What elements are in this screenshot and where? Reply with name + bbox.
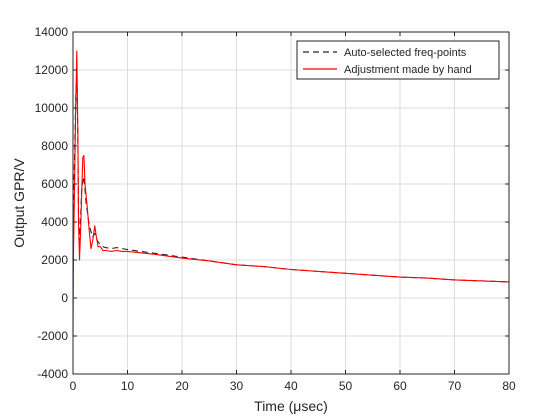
y-tick-label: -2000 bbox=[37, 329, 68, 343]
x-tick-label: 70 bbox=[448, 379, 462, 393]
y-tick-label: 4000 bbox=[41, 215, 68, 229]
legend: Auto-selected freq-points Adjustment made… bbox=[296, 40, 500, 80]
series-line-2 bbox=[72, 50, 510, 337]
x-tick-label: 80 bbox=[502, 379, 516, 393]
x-tick-label: 10 bbox=[121, 379, 135, 393]
x-tick-label: 40 bbox=[284, 379, 298, 393]
y-tick-label: 0 bbox=[61, 291, 68, 305]
x-tick-label: 30 bbox=[230, 379, 244, 393]
y-tick-label: 2000 bbox=[41, 253, 68, 267]
y-tick-label: 14000 bbox=[35, 25, 69, 39]
x-tick-label: 50 bbox=[339, 379, 353, 393]
x-tick-label: 0 bbox=[70, 379, 77, 393]
legend-label-1: Auto-selected freq-points bbox=[344, 47, 467, 59]
y-tick-label: -4000 bbox=[37, 367, 68, 381]
ticks: 0 10 20 30 40 50 60 70 80 -4000 -2000 0 2000 4000 6000… bbox=[35, 25, 516, 393]
legend-box bbox=[296, 40, 500, 80]
x-tick-label: 60 bbox=[393, 379, 407, 393]
y-tick-label: 8000 bbox=[41, 139, 68, 153]
y-tick-label: 6000 bbox=[41, 177, 68, 191]
x-axis-label: Time (μsec) bbox=[254, 398, 328, 414]
y-axis-label: Output GPR/V bbox=[11, 158, 27, 248]
y-tick-label: 10000 bbox=[35, 101, 69, 115]
y-tick-label: 12000 bbox=[35, 63, 69, 77]
series-layer bbox=[72, 50, 510, 337]
x-tick-label: 20 bbox=[175, 379, 189, 393]
legend-label-2: Adjustment made by hand bbox=[344, 64, 472, 76]
